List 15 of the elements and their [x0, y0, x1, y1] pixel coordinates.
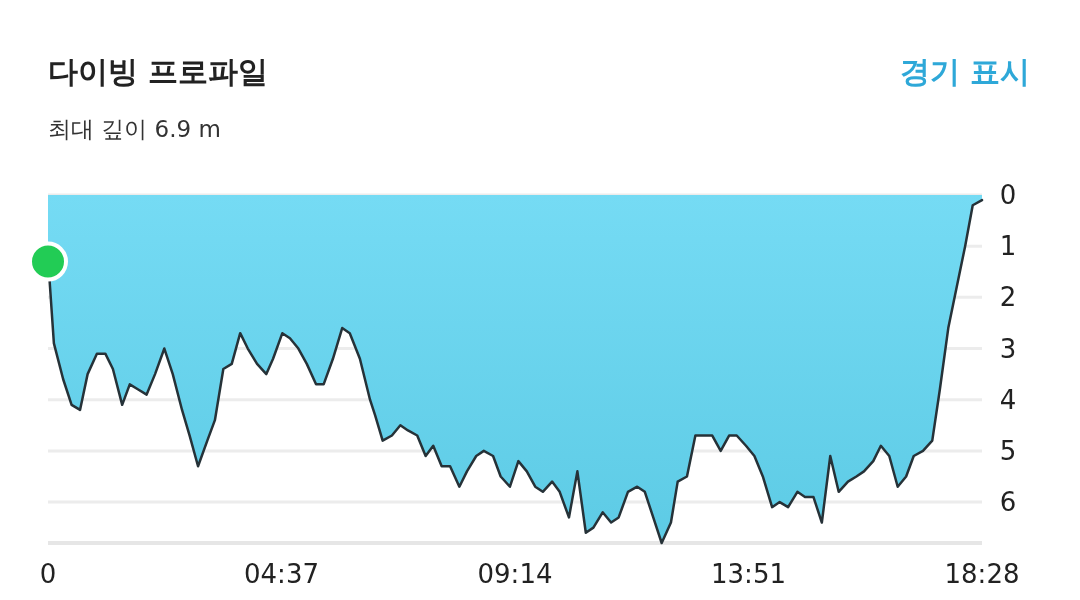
- y-tick-label: 2: [999, 282, 1017, 313]
- y-tick-label: 4: [999, 384, 1017, 415]
- x-tick-label: 04:37: [244, 559, 319, 589]
- x-tick-label: 18:28: [944, 559, 1020, 589]
- y-tick-label: 6: [999, 487, 1017, 518]
- x-tick-label: 0: [39, 559, 57, 589]
- x-tick-label: 09:14: [477, 559, 553, 589]
- chart-title: 다이빙 프로파일: [48, 54, 269, 89]
- chart-subtitle: 최대 깊이 6.9 m: [48, 116, 221, 142]
- y-tick-label: 1: [999, 231, 1017, 262]
- y-tick-label: 0: [999, 180, 1017, 211]
- y-tick-label: 5: [999, 435, 1017, 466]
- x-tick-label: 13:51: [711, 559, 786, 589]
- y-tick-label: 3: [999, 333, 1017, 364]
- text: 경기 표시: [899, 54, 1030, 89]
